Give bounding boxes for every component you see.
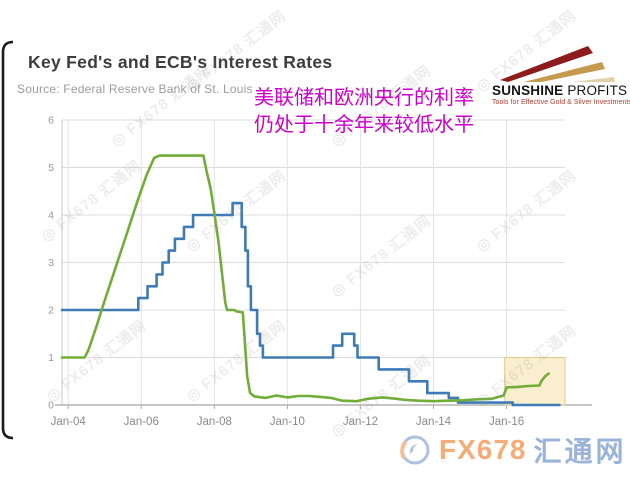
svg-text:5: 5 [48, 162, 54, 174]
logo-tagline: Tools for Effective Gold & Silver Invest… [492, 99, 630, 106]
annotation-text: 美联储和欧洲央行的利率 仍处于十余年来较低水平 [254, 85, 474, 139]
chart-svg: 0 1 2 3 4 5 6 Jan-04 Jan-06 Jan-08 Jan-10 Jan-12 Jan… [48, 115, 592, 428]
svg-text:Jan-14: Jan-14 [416, 416, 452, 428]
svg-text:Jan-12: Jan-12 [343, 416, 378, 428]
huitong-site-text: 汇通网 [533, 436, 627, 467]
annotation-line-1: 美联储和欧洲央行的利率 [254, 87, 474, 109]
logo-name-bold: SUNSHINE [492, 83, 564, 98]
chart-source: Source: Federal Reserve Bank of St. Loui… [17, 82, 253, 96]
chart-title: Key Fed's and ECB's Interest Rates [28, 52, 333, 72]
svg-text:Jan-04: Jan-04 [51, 416, 87, 428]
svg-text:Jan-06: Jan-06 [124, 416, 159, 428]
svg-text:Jan-16: Jan-16 [489, 416, 524, 428]
card-left-border [1, 40, 14, 440]
footer-watermark: FX678 汇通网 [398, 430, 627, 470]
svg-text:1: 1 [48, 352, 54, 364]
svg-text:Jan-08: Jan-08 [197, 416, 232, 428]
logo-name-light: PROFITS [563, 83, 628, 98]
svg-text:Jan-10: Jan-10 [270, 416, 305, 428]
svg-text:6: 6 [48, 115, 54, 127]
svg-text:3: 3 [48, 257, 54, 269]
fx678-text: FX678 [439, 434, 527, 465]
annotation-line-2: 仍处于十余年来较低水平 [254, 114, 474, 136]
svg-text:0: 0 [48, 400, 54, 412]
sunshine-profits-logo: SUNSHINE PROFITS Tools for Effective Gol… [492, 44, 630, 106]
svg-text:2: 2 [48, 305, 54, 317]
fx678-logo-icon [400, 435, 430, 465]
logo-name: SUNSHINE PROFITS [492, 83, 630, 98]
logo-rays-icon [500, 46, 615, 82]
rates-chart: 0 1 2 3 4 5 6 Jan-04 Jan-06 Jan-08 Jan-10 Jan-12 Jan… [48, 115, 592, 428]
svg-text:4: 4 [48, 210, 54, 222]
